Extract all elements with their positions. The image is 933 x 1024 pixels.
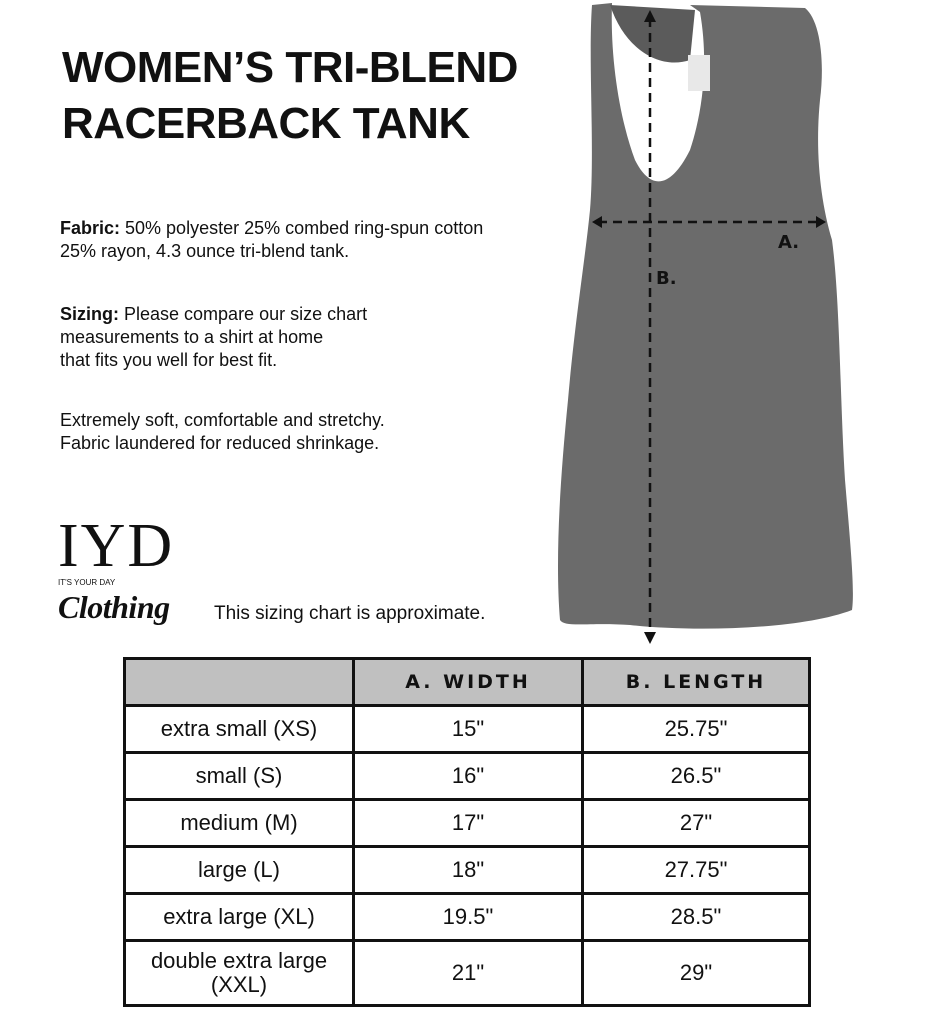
tank-back-panel [610, 5, 695, 63]
tank-shape [557, 3, 853, 629]
table-header-row: A. WIDTH B. LENGTH [123, 657, 811, 707]
table-row: extra large (XL) 19.5" 28.5" [123, 892, 811, 942]
table-row: small (S) 16" 26.5" [123, 751, 811, 801]
header-size [123, 657, 355, 707]
table-row: medium (M) 17" 27" [123, 798, 811, 848]
length-arrow-top [644, 10, 656, 22]
fabric-description: Fabric: 50% polyester 25% combed ring-sp… [60, 218, 484, 261]
length-arrow-bottom [644, 632, 656, 644]
product-title: WOMEN’S TRI-BLEND RACERBACK TANK [62, 43, 518, 148]
softness-description: Extremely soft, comfortable and stretchy… [60, 410, 385, 453]
width-marker: A. [778, 232, 799, 253]
approximate-note: This sizing chart is approximate. [214, 603, 486, 624]
tank-diagram: A. B. [557, 3, 853, 644]
header-width: A. WIDTH [352, 657, 584, 707]
sizing-description: Sizing: Please compare our size chart me… [60, 304, 368, 370]
table-row: double extra large (XXL) 21" 29" [123, 939, 811, 1007]
length-marker: B. [656, 268, 677, 289]
tank-label-tag [688, 55, 710, 91]
header-length: B. LENGTH [581, 657, 811, 707]
brand-logo: IYD IT'S YOUR DAY Clothing [58, 512, 175, 625]
table-row: extra small (XS) 15" 25.75" [123, 704, 811, 754]
table-row: large (L) 18" 27.75" [123, 845, 811, 895]
size-table: A. WIDTH B. LENGTH extra small (XS) 15" 25… [123, 657, 811, 1007]
width-arrow-left [592, 216, 602, 228]
width-arrow-right [816, 216, 826, 228]
